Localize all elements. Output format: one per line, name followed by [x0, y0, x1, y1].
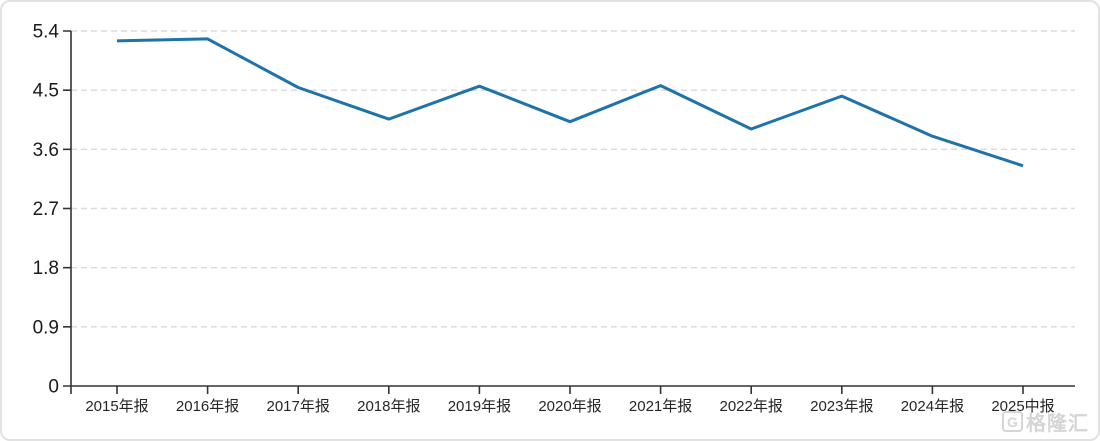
x-tick-label: 2021年报 [629, 398, 692, 415]
y-tick-label: 0 [48, 377, 59, 398]
y-tick-label: 2.7 [33, 199, 59, 220]
x-tick-label: 2018年报 [357, 398, 420, 415]
x-tick-label: 2024年报 [901, 398, 964, 415]
y-tick-label: 5.4 [33, 22, 60, 43]
x-tick-label: 2019年报 [448, 398, 511, 415]
gelonghui-logo-icon: G [1002, 411, 1023, 432]
y-tick-label: 3.6 [33, 140, 59, 161]
x-tick-label: 2022年报 [720, 398, 783, 415]
x-tick-label: 2020年报 [538, 398, 601, 415]
watermark: G 格隆汇 [1002, 407, 1089, 436]
y-tick-label: 1.8 [33, 258, 59, 279]
x-tick-label: 2015年报 [85, 398, 148, 415]
x-tick-label: 2017年报 [267, 398, 330, 415]
x-tick-label: 2023年报 [810, 398, 873, 415]
y-tick-label: 4.5 [33, 81, 59, 102]
x-tick-label: 2025中报 [991, 398, 1054, 415]
y-tick-label: 0.9 [33, 317, 59, 338]
x-tick-label: 2016年报 [176, 398, 239, 415]
line-series [116, 37, 1024, 168]
watermark-text: 格隆汇 [1026, 413, 1089, 435]
